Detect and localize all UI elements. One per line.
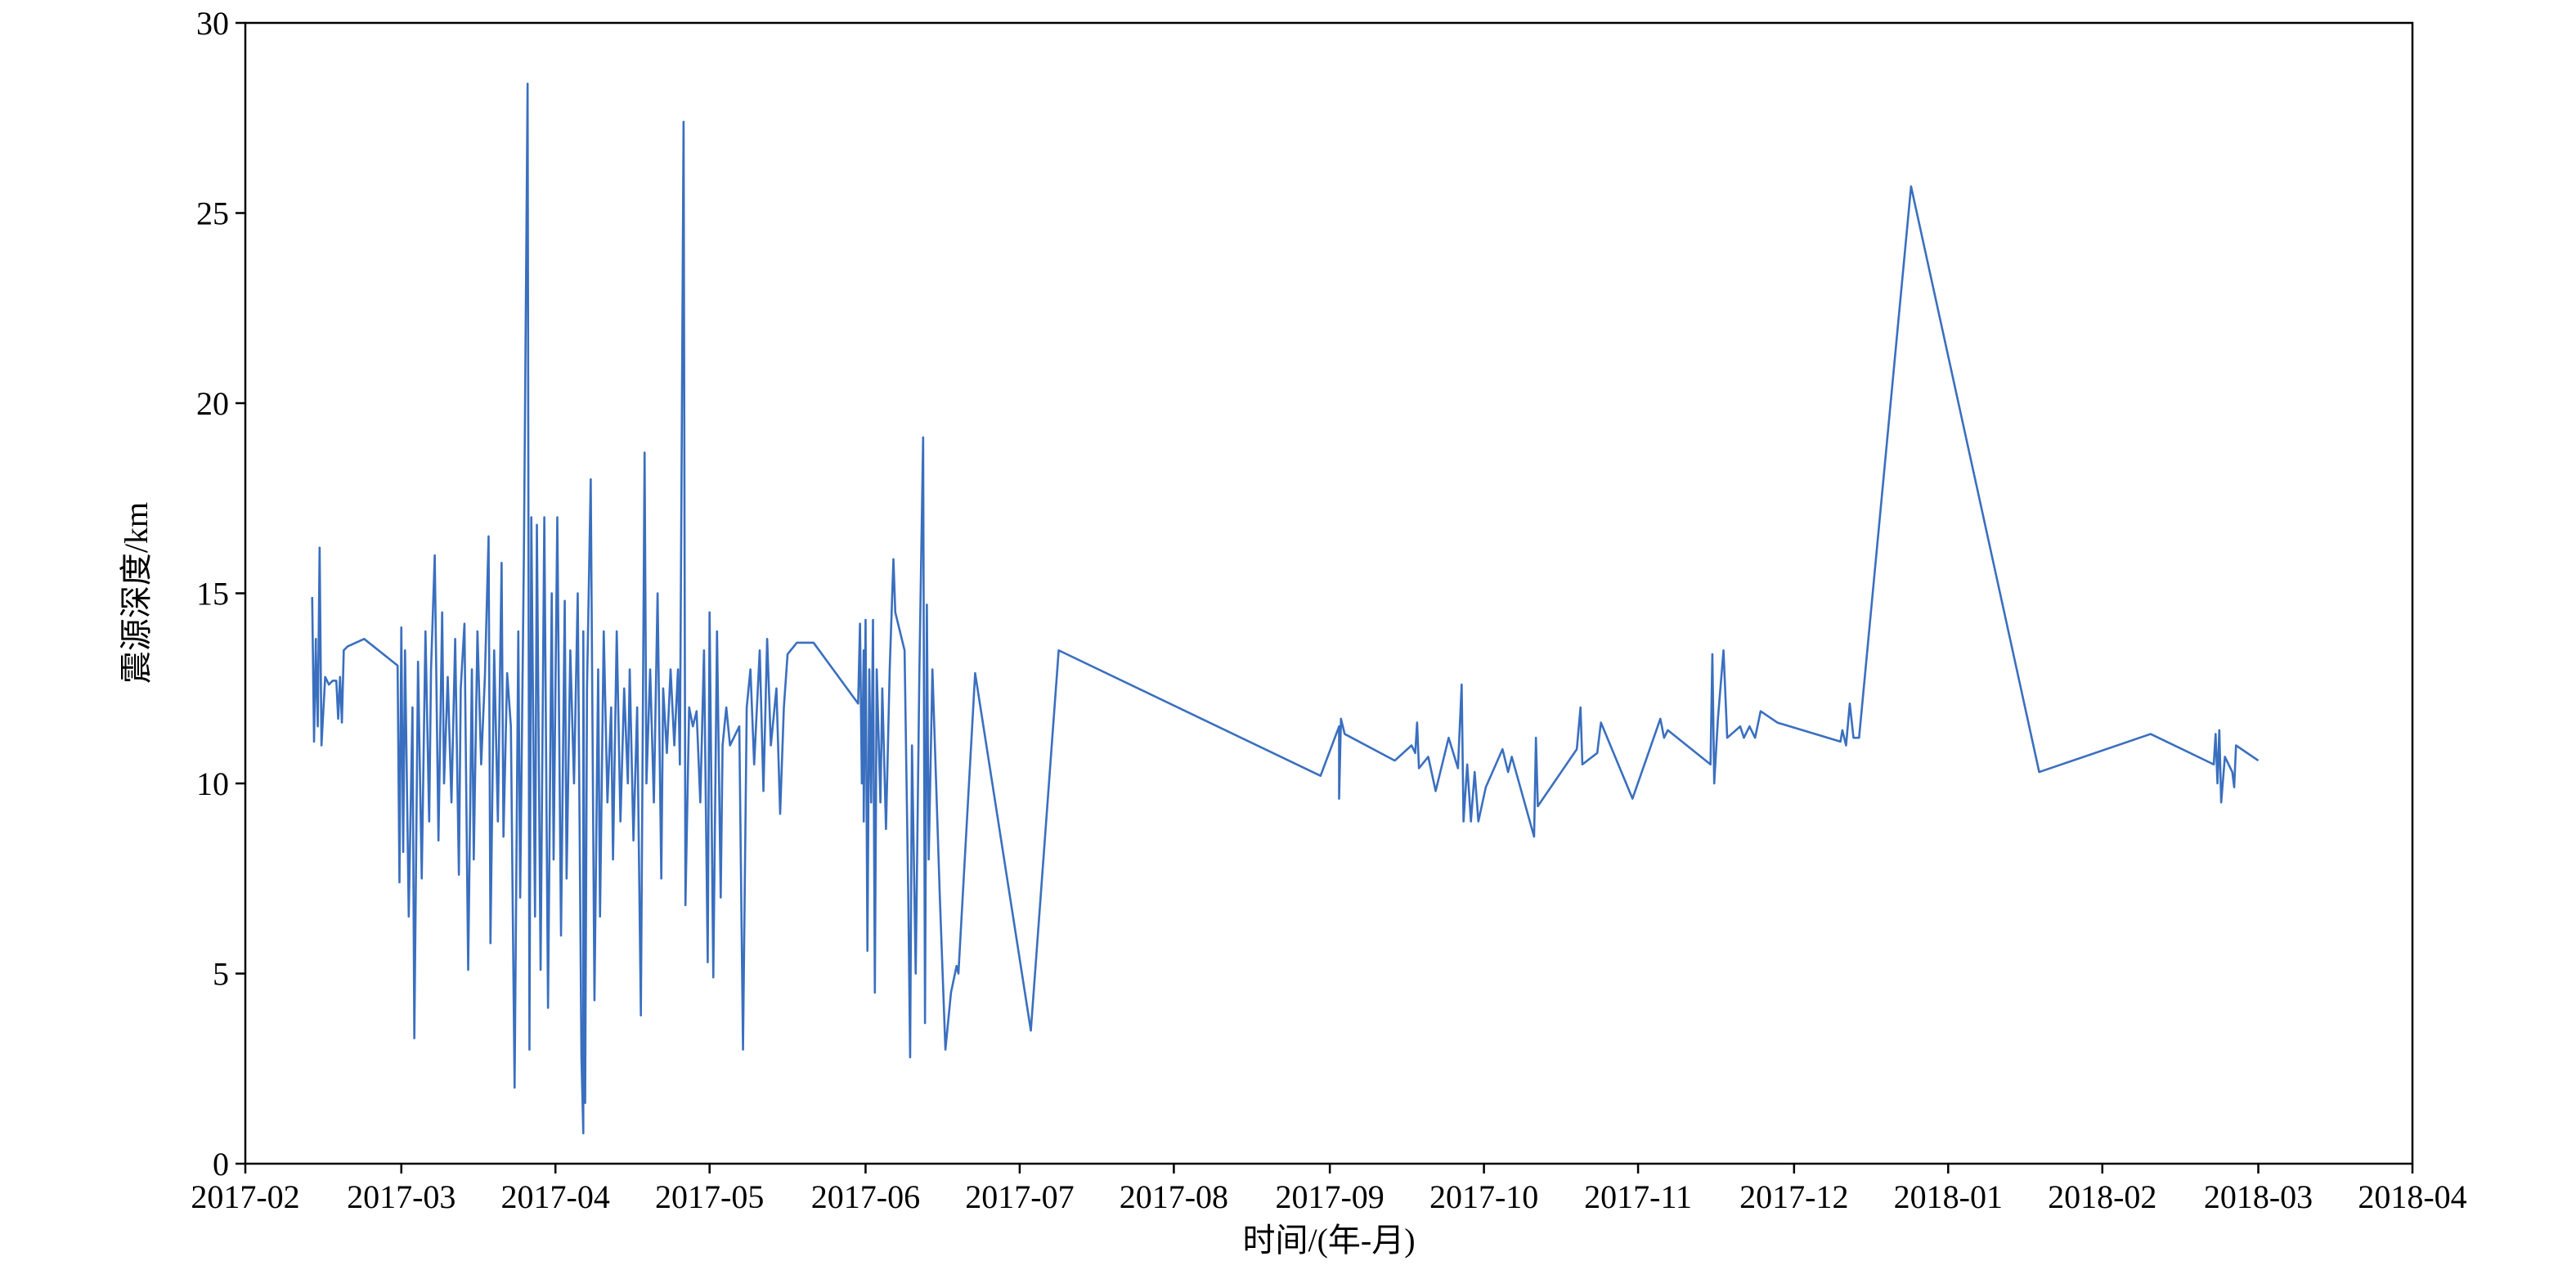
- y-tick-label: 25: [196, 195, 229, 232]
- x-tick-label: 2018-04: [2358, 1178, 2466, 1215]
- y-tick-label: 15: [196, 576, 229, 613]
- y-axis-label: 震源深度/km: [118, 502, 155, 684]
- x-tick-label: 2017-05: [655, 1178, 764, 1215]
- x-tick-label: 2017-08: [1120, 1178, 1228, 1215]
- y-tick-label: 0: [213, 1146, 229, 1182]
- x-tick-label: 2017-06: [811, 1178, 920, 1215]
- x-tick-label: 2017-04: [501, 1178, 610, 1215]
- plot-frame: [244, 21, 2414, 1165]
- x-tick-label: 2017-03: [347, 1178, 456, 1215]
- x-tick-label: 2017-10: [1429, 1178, 1538, 1215]
- x-tick-label: 2017-02: [191, 1178, 299, 1215]
- x-axis-label: 时间/(年-月): [1242, 1222, 1415, 1259]
- y-tick-label: 5: [213, 956, 229, 993]
- x-tick-label: 2018-01: [1894, 1178, 2003, 1215]
- x-tick-label: 2017-09: [1275, 1178, 1384, 1215]
- data-line: [311, 83, 2260, 1135]
- y-tick-label: 30: [196, 5, 229, 42]
- x-tick-label: 2018-02: [2048, 1178, 2156, 1215]
- y-tick-label: 10: [196, 765, 229, 802]
- x-tick-label: 2018-03: [2204, 1178, 2313, 1215]
- x-tick-label: 2017-12: [1739, 1178, 1848, 1215]
- y-tick-label: 20: [196, 385, 229, 422]
- x-tick-label: 2017-11: [1584, 1178, 1692, 1215]
- x-tick-label: 2017-07: [965, 1178, 1074, 1215]
